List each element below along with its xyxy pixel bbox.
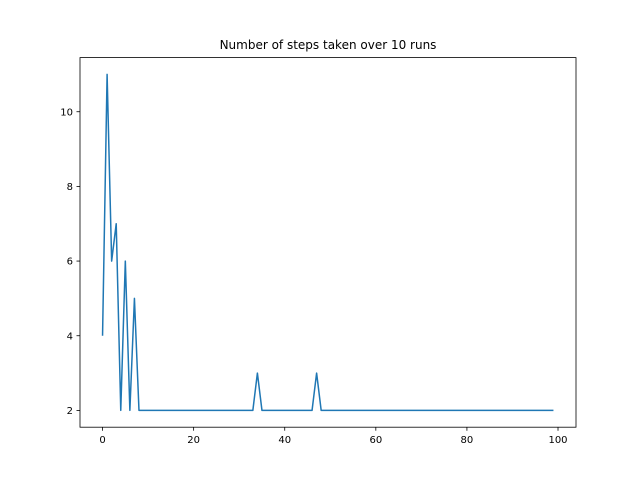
- y-tick-label: 4: [67, 331, 73, 342]
- y-tick-label: 2: [67, 406, 73, 417]
- y-tick-label: 6: [67, 257, 73, 268]
- y-tick-label: 10: [60, 107, 73, 118]
- x-tick-label: 20: [187, 435, 200, 446]
- plot-area: [101, 73, 554, 412]
- x-tick-label: 40: [278, 435, 291, 446]
- x-tick-label: 100: [548, 435, 567, 446]
- series-line-0: [101, 73, 554, 412]
- y-axis: 2 4 6 8 10: [60, 107, 80, 417]
- x-tick-label: 80: [461, 435, 474, 446]
- y-tick-label: 8: [67, 182, 73, 193]
- x-tick-label: 0: [99, 435, 105, 446]
- chart-title: Number of steps taken over 10 runs: [220, 38, 437, 52]
- axes-frame: [79, 57, 577, 428]
- x-axis: 0 20 40 60 80 100: [99, 427, 568, 446]
- x-tick-label: 60: [369, 435, 382, 446]
